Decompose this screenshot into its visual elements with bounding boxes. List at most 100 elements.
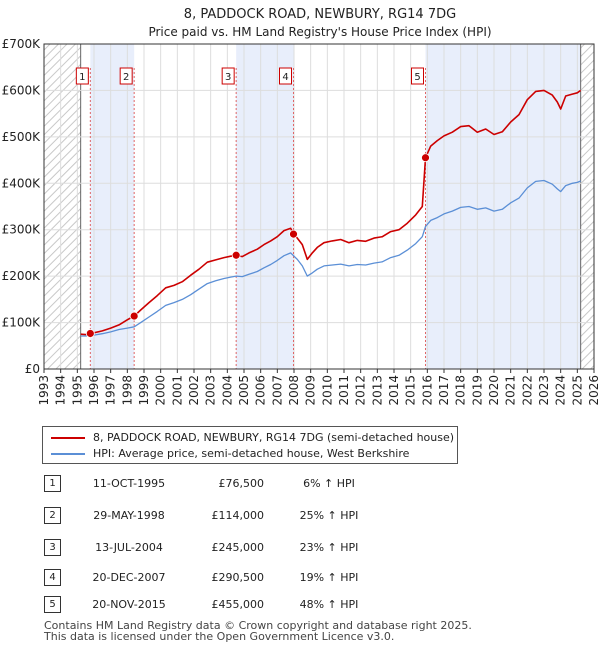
y-tick-label: £600K — [2, 83, 42, 97]
x-tick-label: 1995 — [70, 375, 84, 406]
sale-row-1: 1 11-OCT-1995 £76,500 6% ↑ HPI — [44, 475, 444, 495]
sale-label-1: 1 — [79, 72, 85, 83]
sale-date: 20-NOV-2015 — [92, 598, 166, 611]
x-tick-label: 2005 — [237, 375, 251, 406]
sale-point-1 — [85, 329, 95, 338]
x-tick-label: 2000 — [154, 375, 168, 406]
sale-label-box-4 — [279, 67, 292, 85]
x-tick-label: 2008 — [287, 375, 301, 406]
sale-point-3 — [231, 250, 241, 260]
sale-date: 13-JUL-2004 — [95, 541, 163, 554]
sale-hpi-diff: 48% ↑ HPI — [299, 598, 359, 611]
series-line-hpi — [80, 179, 581, 337]
sale-number: 1 — [44, 475, 61, 492]
footer-copyright: Contains HM Land Registry data © Crown c… — [44, 619, 472, 632]
x-tick-label: 2016 — [420, 375, 434, 406]
plot-frame — [43, 43, 595, 370]
legend-item-property: 8, PADDOCK ROAD, NEWBURY, RG14 7DG (semi… — [51, 431, 454, 444]
footer-license: This data is licensed under the Open Gov… — [44, 630, 395, 643]
shaded-period-2 — [236, 44, 294, 369]
x-tick-label: 2019 — [470, 375, 484, 406]
x-tick-label: 2002 — [187, 375, 201, 406]
x-tick-label: 1997 — [104, 375, 118, 406]
sale-point-5 — [421, 153, 430, 163]
y-tick-label: £100K — [2, 316, 42, 330]
sale-row-3: 3 13-JUL-2004 £245,000 23% ↑ HPI — [44, 539, 444, 559]
chart-title: 8, PADDOCK ROAD, NEWBURY, RG14 7DG — [184, 7, 456, 22]
y-tick-label: £200K — [2, 269, 42, 283]
sale-row-5: 5 20-NOV-2015 £455,000 48% ↑ HPI — [44, 596, 444, 616]
sale-price: £245,000 — [211, 541, 265, 554]
x-tick-label: 2020 — [487, 375, 501, 406]
x-tick-label: 2004 — [220, 375, 234, 406]
x-tick-label: 2007 — [270, 375, 284, 406]
x-tick-label: 1994 — [54, 375, 68, 406]
sale-hpi-diff: 25% ↑ HPI — [299, 509, 359, 522]
hatched-region-2 — [580, 44, 594, 369]
series-line-property — [80, 89, 582, 336]
sale-hpi-diff: 19% ↑ HPI — [299, 571, 359, 584]
price-chart: 8, PADDOCK ROAD, NEWBURY, RG14 7DG Price… — [2, 7, 600, 406]
sale-number: 5 — [44, 596, 61, 613]
legend-label-property: 8, PADDOCK ROAD, NEWBURY, RG14 7DG (semi… — [93, 431, 455, 444]
sale-number: 3 — [44, 539, 61, 556]
y-tick-label: £700K — [2, 37, 42, 51]
x-tick-label: 2025 — [570, 375, 584, 406]
sale-label-box-3 — [221, 67, 235, 85]
x-tick-label: 2026 — [587, 375, 600, 406]
sale-price: £290,500 — [211, 571, 265, 584]
sale-hpi-diff: 6% ↑ HPI — [303, 477, 355, 490]
sale-label-box-5 — [411, 67, 424, 85]
sale-date: 20-DEC-2007 — [92, 571, 166, 584]
x-tick-label: 2015 — [404, 375, 418, 406]
x-tick-label: 2010 — [320, 375, 334, 406]
y-tick-label: £400K — [2, 176, 42, 190]
x-tick-label: 2022 — [520, 375, 534, 406]
shaded-period-3 — [425, 44, 581, 369]
sale-date: 11-OCT-1995 — [92, 477, 166, 490]
sale-date: 29-MAY-1998 — [93, 509, 165, 522]
x-tick-label: 2012 — [354, 375, 368, 406]
footer-attribution: Contains HM Land Registry data © Crown c… — [44, 620, 472, 642]
legend-item-hpi: HPI: Average price, semi-detached house,… — [51, 447, 409, 460]
sale-label-box-2 — [119, 67, 133, 85]
sale-label-4: 4 — [282, 72, 288, 83]
sale-point-2 — [129, 311, 139, 321]
x-tick-label: 2024 — [554, 375, 568, 406]
x-tick-label: 2017 — [437, 375, 451, 406]
y-tick-label: £0 — [25, 362, 40, 376]
x-tick-label: 1993 — [37, 375, 51, 406]
sale-label-5: 5 — [414, 72, 420, 83]
sale-label-2: 2 — [123, 72, 129, 83]
sale-row-4: 4 20-DEC-2007 £290,500 19% ↑ HPI — [44, 569, 444, 589]
x-tick-label: 1996 — [87, 375, 101, 406]
sale-price: £455,000 — [211, 598, 265, 611]
sale-label-box-1 — [75, 67, 89, 85]
sale-label-3: 3 — [225, 72, 231, 83]
sale-hpi-diff: 23% ↑ HPI — [299, 541, 359, 554]
sale-row-2: 2 29-MAY-1998 £114,000 25% ↑ HPI — [44, 507, 444, 527]
sale-number: 2 — [44, 507, 61, 524]
x-tick-label: 2023 — [537, 375, 551, 406]
x-tick-label: 1999 — [137, 375, 151, 406]
legend-label-hpi: HPI: Average price, semi-detached house,… — [93, 447, 410, 460]
x-tick-label: 2021 — [504, 375, 518, 406]
x-tick-label: 1998 — [120, 375, 134, 406]
sale-price: £76,500 — [218, 477, 265, 490]
x-tick-label: 2006 — [254, 375, 268, 406]
hatched-region-1 — [44, 44, 81, 369]
y-tick-label: £500K — [2, 130, 42, 144]
x-tick-label: 2009 — [304, 375, 318, 406]
x-tick-label: 2014 — [387, 375, 401, 406]
legend-swatch-property — [51, 437, 85, 439]
x-tick-label: 2011 — [337, 375, 351, 406]
x-tick-label: 2018 — [454, 375, 468, 406]
chart-legend: 8, PADDOCK ROAD, NEWBURY, RG14 7DG (semi… — [42, 426, 458, 464]
y-tick-label: £300K — [2, 223, 42, 237]
x-tick-label: 2013 — [370, 375, 384, 406]
x-tick-label: 2001 — [170, 375, 184, 406]
sale-point-4 — [289, 229, 298, 239]
x-tick-label: 2003 — [204, 375, 218, 406]
sale-number: 4 — [44, 569, 61, 586]
sale-price: £114,000 — [211, 509, 265, 522]
